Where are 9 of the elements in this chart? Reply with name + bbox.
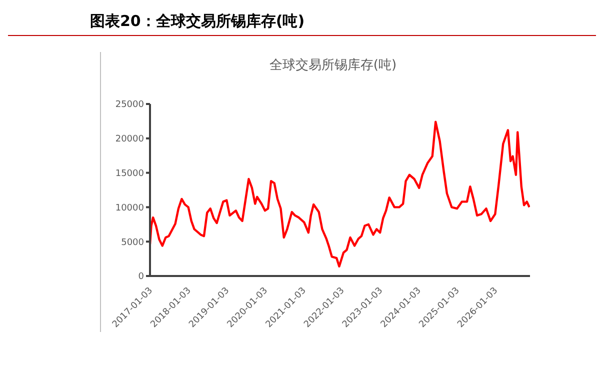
chart-title: 图表20：全球交易所锡库存(吨) xyxy=(8,8,596,36)
y-tick-label: 15000 xyxy=(115,168,144,179)
line-series xyxy=(150,120,530,268)
chart-subtitle: 全球交易所锡库存(吨) xyxy=(268,57,398,74)
y-tick-label: 0 xyxy=(138,272,144,282)
y-tick-label: 20000 xyxy=(115,134,144,145)
y-tick-label: 25000 xyxy=(115,100,144,110)
y-tick-label: 5000 xyxy=(121,238,144,248)
y-tick-label: 10000 xyxy=(115,203,144,214)
